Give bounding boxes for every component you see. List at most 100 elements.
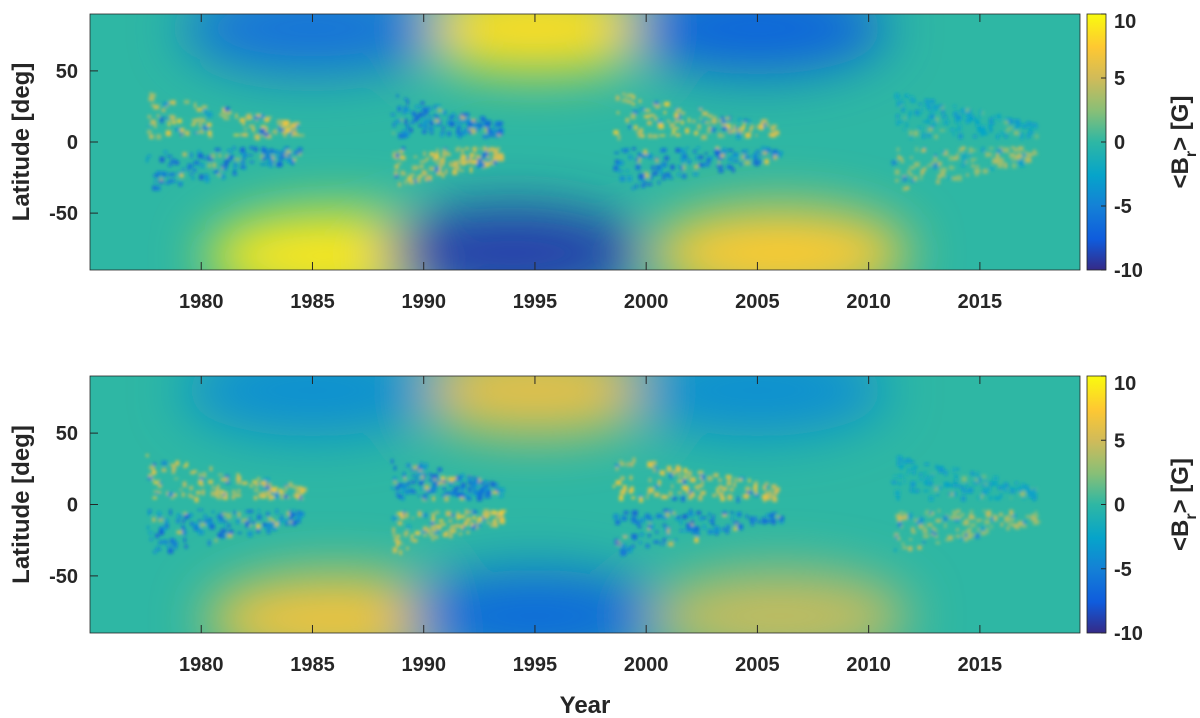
flux-mark (652, 467, 657, 473)
flux-mark (909, 173, 913, 177)
flux-mark (427, 115, 432, 119)
flux-mark (418, 174, 423, 178)
flux-mark (683, 150, 686, 155)
flux-mark (153, 490, 158, 494)
flux-mark (712, 115, 717, 119)
flux-mark (266, 490, 271, 496)
flux-mark (632, 457, 636, 464)
flux-mark (761, 517, 765, 520)
flux-mark (1023, 150, 1026, 154)
flux-mark (924, 98, 929, 104)
flux-mark (437, 467, 442, 472)
flux-mark (438, 164, 442, 170)
flux-mark (976, 527, 980, 533)
flux-mark (659, 169, 663, 176)
flux-mark (655, 530, 659, 534)
flux-mark (967, 533, 973, 540)
flux-mark (220, 528, 227, 534)
flux-mark (242, 120, 245, 126)
flux-mark (616, 162, 621, 166)
flux-mark (273, 150, 280, 154)
flux-mark (397, 162, 402, 165)
flux-mark (671, 469, 677, 476)
flux-mark (220, 534, 227, 539)
flux-mark (185, 130, 190, 136)
x-tick-label: 1985 (290, 291, 335, 313)
flux-mark (1033, 521, 1039, 525)
flux-mark (395, 153, 399, 158)
flux-mark (918, 517, 924, 523)
flux-mark (183, 537, 186, 543)
flux-mark (465, 147, 469, 151)
flux-mark (203, 109, 207, 114)
flux-mark (466, 510, 473, 514)
flux-mark (699, 107, 703, 111)
flux-mark (266, 483, 271, 490)
flux-mark (769, 516, 774, 520)
flux-mark (936, 179, 940, 185)
flux-mark (675, 148, 681, 153)
polar-field-patch (382, 206, 643, 270)
flux-mark (628, 155, 633, 160)
flux-mark (259, 128, 266, 135)
flux-mark (751, 516, 758, 522)
flux-mark (707, 126, 712, 130)
flux-mark (614, 463, 620, 467)
flux-mark (469, 152, 475, 158)
flux-mark (624, 535, 627, 538)
flux-mark (435, 153, 440, 160)
flux-mark (1025, 488, 1029, 493)
flux-mark (900, 159, 904, 164)
flux-mark (271, 522, 276, 525)
flux-mark (779, 520, 784, 524)
flux-mark (621, 515, 624, 521)
flux-mark (427, 106, 432, 112)
flux-mark (416, 177, 421, 183)
flux-mark (652, 171, 658, 176)
flux-mark (192, 168, 197, 172)
flux-mark (179, 181, 183, 184)
flux-mark (981, 127, 986, 134)
flux-mark (279, 490, 286, 496)
flux-mark (200, 523, 206, 527)
flux-mark (682, 514, 687, 520)
flux-mark (1032, 496, 1035, 502)
flux-mark (491, 131, 494, 137)
flux-mark (741, 125, 745, 130)
flux-mark (926, 104, 932, 108)
flux-mark (454, 485, 460, 490)
flux-mark (262, 157, 267, 160)
colorbar-tick-label: 10 (1114, 373, 1136, 395)
flux-mark (737, 511, 742, 518)
flux-mark (467, 475, 471, 479)
flux-mark (252, 480, 258, 484)
flux-mark (946, 176, 952, 179)
flux-mark (485, 490, 491, 493)
flux-mark (498, 494, 504, 498)
flux-mark (754, 162, 760, 166)
flux-mark (645, 543, 650, 549)
flux-mark (440, 132, 444, 137)
flux-mark (620, 476, 625, 481)
flux-mark (629, 547, 632, 554)
flux-mark (626, 99, 632, 104)
flux-mark (743, 122, 746, 127)
flux-mark (900, 458, 904, 462)
flux-mark (728, 115, 731, 121)
flux-mark (429, 488, 435, 494)
flux-mark (235, 158, 240, 161)
x-tick-label: 2005 (735, 654, 780, 676)
flux-mark (430, 524, 437, 531)
flux-mark (451, 515, 454, 518)
flux-mark (979, 109, 982, 114)
flux-mark (437, 525, 442, 529)
flux-mark (1006, 483, 1009, 488)
flux-mark (423, 130, 427, 134)
colorbar-label: <Br> [G] (1167, 458, 1200, 551)
flux-mark (773, 489, 778, 495)
flux-mark (968, 147, 973, 154)
flux-mark (625, 93, 631, 98)
flux-mark (163, 150, 168, 154)
flux-mark (704, 121, 711, 124)
flux-mark (242, 157, 246, 160)
